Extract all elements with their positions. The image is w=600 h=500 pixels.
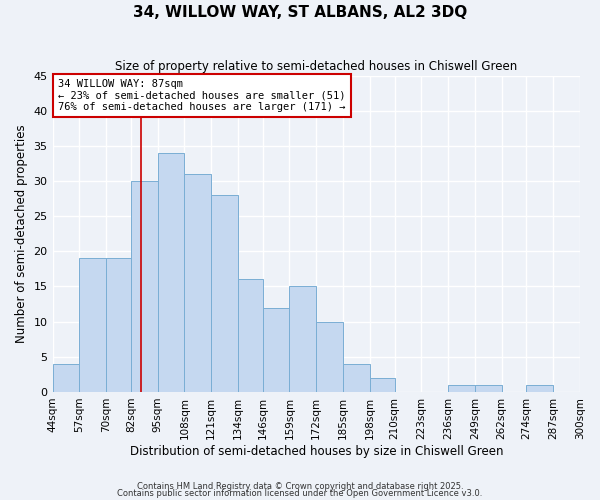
Bar: [316, 322, 343, 392]
Title: Size of property relative to semi-detached houses in Chiswell Green: Size of property relative to semi-detach…: [115, 60, 517, 73]
Bar: [475, 385, 502, 392]
Bar: [526, 385, 553, 392]
Text: 34 WILLOW WAY: 87sqm
← 23% of semi-detached houses are smaller (51)
76% of semi-: 34 WILLOW WAY: 87sqm ← 23% of semi-detac…: [58, 78, 346, 112]
Bar: [448, 385, 475, 392]
Text: Contains public sector information licensed under the Open Government Licence v3: Contains public sector information licen…: [118, 490, 482, 498]
Bar: [370, 378, 395, 392]
Bar: [238, 280, 263, 392]
Bar: [158, 153, 184, 392]
Bar: [106, 258, 131, 392]
Bar: [289, 286, 316, 392]
Bar: [343, 364, 370, 392]
Bar: [131, 181, 158, 392]
Text: 34, WILLOW WAY, ST ALBANS, AL2 3DQ: 34, WILLOW WAY, ST ALBANS, AL2 3DQ: [133, 5, 467, 20]
Bar: [53, 364, 79, 392]
Text: Contains HM Land Registry data © Crown copyright and database right 2025.: Contains HM Land Registry data © Crown c…: [137, 482, 463, 491]
Bar: [263, 308, 289, 392]
X-axis label: Distribution of semi-detached houses by size in Chiswell Green: Distribution of semi-detached houses by …: [130, 444, 503, 458]
Y-axis label: Number of semi-detached properties: Number of semi-detached properties: [15, 124, 28, 343]
Bar: [79, 258, 106, 392]
Bar: [184, 174, 211, 392]
Bar: [211, 195, 238, 392]
